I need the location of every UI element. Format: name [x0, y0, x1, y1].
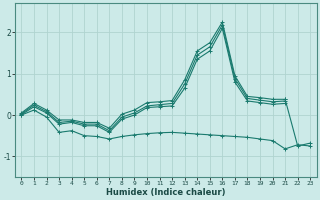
X-axis label: Humidex (Indice chaleur): Humidex (Indice chaleur)	[106, 188, 226, 197]
